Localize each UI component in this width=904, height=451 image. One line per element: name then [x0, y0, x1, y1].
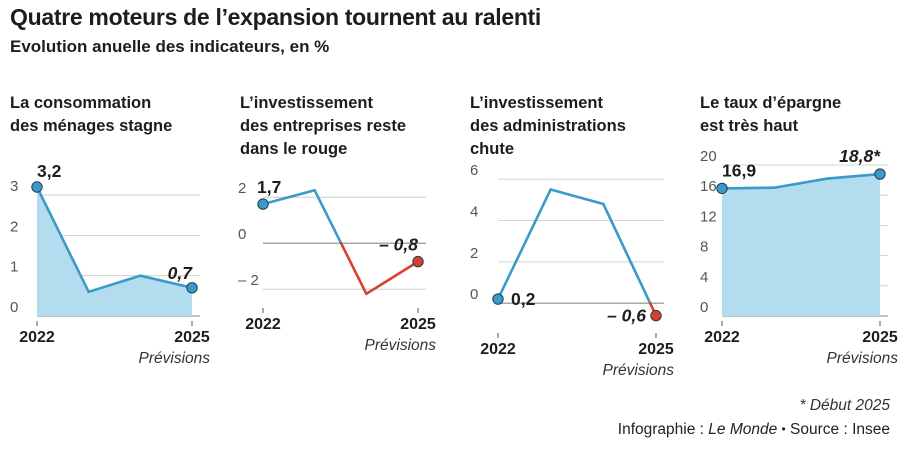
series-line-segment: [35, 185, 90, 294]
series-line-segment: [87, 274, 142, 294]
panel-title-line: Le taux d’épargne: [700, 94, 842, 112]
x-tick-note: Prévisions: [139, 350, 211, 367]
panel-1-title: La consommation des ménages stagne: [10, 92, 230, 138]
y-tick-label: – 2: [238, 272, 259, 289]
x-tick-label: 2022: [19, 329, 55, 346]
chart-title: Quatre moteurs de l’expansion tournent a…: [10, 4, 542, 30]
panel-title-line: est très haut: [700, 117, 799, 135]
y-tick-label: 3: [10, 178, 18, 195]
data-point-marker: [492, 293, 504, 305]
series-line-segment: [496, 188, 552, 301]
data-point-marker: [650, 309, 662, 322]
x-tick-note: Prévisions: [603, 362, 675, 379]
x-tick-note: Prévisions: [827, 350, 899, 367]
data-point-marker: [31, 181, 43, 193]
area-fill: [37, 187, 192, 316]
data-value-label: – 0,6: [607, 306, 646, 326]
y-tick-label: 2: [10, 218, 18, 235]
credit-line: Infographie : Le Monde • Source : Insee: [618, 421, 890, 439]
series-line-segment: [313, 189, 343, 245]
footnote: * Début 2025: [799, 397, 891, 414]
data-value-label: 18,8*: [839, 146, 881, 166]
series-line-segment: [139, 274, 194, 290]
data-point-marker: [257, 198, 269, 210]
y-tick-label: 2: [238, 180, 246, 197]
x-tick-label: 2025: [862, 329, 898, 346]
series-line-segment: [826, 172, 882, 180]
data-value-label: 3,2: [37, 161, 62, 181]
y-tick-label: 8: [700, 239, 708, 256]
panel-4-title: Le taux d’épargne est très haut: [700, 92, 904, 138]
y-tick-label: 6: [470, 162, 478, 179]
x-tick-label: 2022: [480, 341, 516, 358]
x-tick-note: Prévisions: [365, 337, 437, 354]
data-point-marker: [716, 182, 728, 195]
data-value-label: 16,9: [722, 160, 756, 180]
data-point-marker: [412, 255, 424, 268]
series-line-segment: [549, 188, 605, 206]
data-point-marker: [186, 282, 198, 294]
data-value-label: 0,7: [168, 263, 194, 283]
panel-title-line: dans le rouge: [240, 140, 348, 158]
y-tick-label: 1: [10, 259, 18, 276]
x-tick-label: 2025: [400, 316, 436, 333]
x-tick-label: 2022: [245, 316, 281, 333]
data-value-label: 1,7: [257, 177, 281, 197]
y-tick-label: 0: [700, 299, 708, 316]
series-line-segment-negative: [339, 241, 368, 296]
y-tick-label: 0: [238, 226, 246, 243]
series-line-segment: [261, 189, 316, 206]
y-tick-label: 4: [700, 269, 708, 286]
data-value-label: 0,2: [511, 289, 536, 309]
y-tick-label: 4: [470, 203, 478, 220]
panel-title-line: L’investissement: [470, 94, 603, 112]
series-line-segment: [602, 202, 652, 305]
data-value-label: – 0,8: [379, 235, 418, 255]
x-tick-label: 2025: [174, 329, 210, 346]
y-tick-label: 20: [700, 148, 717, 165]
credit-prefix: Infographie :: [617, 421, 709, 438]
credit-source: Source : Insee: [785, 421, 890, 438]
panel-3-title: L’investissement des administrations chu…: [470, 92, 690, 161]
panel-title-line: des administrations: [470, 117, 626, 135]
y-tick-label: 16: [700, 178, 717, 195]
data-point-marker: [874, 168, 886, 180]
series-line-segment: [773, 177, 829, 189]
y-tick-label: 0: [10, 299, 18, 316]
panel-title-line: des entreprises reste: [240, 117, 407, 135]
panel-title-line: L’investissement: [240, 94, 373, 112]
x-tick-label: 2022: [704, 329, 740, 346]
x-tick-label: 2025: [638, 341, 674, 358]
panel-title-line: La consommation: [10, 94, 152, 112]
y-tick-label: 0: [470, 286, 478, 303]
credit-brand: Le Monde: [708, 421, 778, 438]
series-line-segment: [720, 186, 776, 190]
panel-title-line: chute: [470, 140, 515, 158]
series-line-segment-negative: [365, 260, 420, 296]
y-tick-label: 2: [470, 245, 478, 262]
panel-title-line: des ménages stagne: [10, 117, 173, 135]
panel-2-title: L’investissement des entreprises reste d…: [240, 92, 460, 161]
y-tick-label: 12: [700, 208, 717, 225]
chart-subtitle: Evolution anuelle des indicateurs, en %: [10, 37, 330, 56]
credit-bullet: •: [781, 422, 786, 436]
area-fill: [722, 174, 880, 316]
